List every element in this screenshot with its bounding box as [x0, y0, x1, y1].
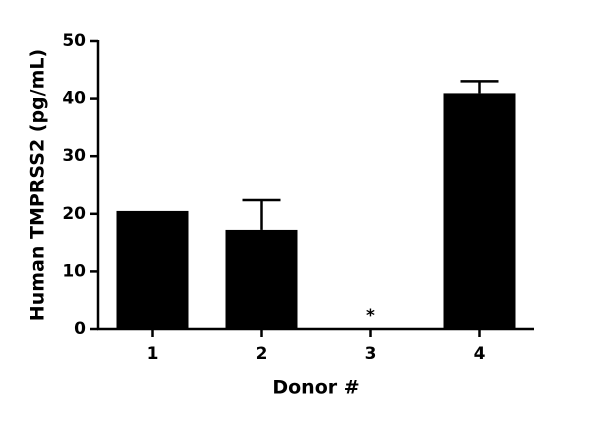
bar	[116, 210, 189, 329]
bar	[443, 93, 516, 329]
y-tick-label: 30	[62, 146, 86, 166]
y-axis-label: Human TMPRSS2 (pg/mL)	[27, 49, 49, 321]
x-axis-label: Donor #	[272, 377, 359, 399]
x-tick-label: 3	[365, 344, 377, 364]
x-tick-label: 4	[474, 344, 486, 364]
bar	[225, 229, 298, 329]
x-tick-label: 1	[147, 344, 159, 364]
y-tick-label: 0	[74, 319, 86, 339]
x-tick-label: 2	[256, 344, 268, 364]
annotation: *	[366, 306, 375, 326]
y-tick-label: 20	[62, 204, 86, 224]
y-tick-label: 40	[62, 89, 86, 109]
y-tick-label: 50	[62, 31, 86, 51]
y-tick-label: 10	[62, 261, 86, 281]
